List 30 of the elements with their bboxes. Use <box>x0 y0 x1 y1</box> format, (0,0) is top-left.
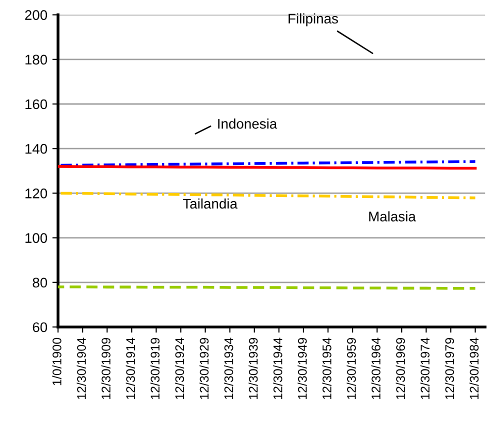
x-tick-label: 12/30/1974 <box>420 338 430 399</box>
x-tick-label: 12/30/1934 <box>224 338 234 399</box>
x-tick-label: 12/30/1924 <box>174 338 184 399</box>
x-tick-label: 12/30/1939 <box>248 338 258 399</box>
x-tick-label: 1/0/1900 <box>52 338 62 386</box>
y-tick-label: 60 <box>32 322 48 332</box>
y-tick-label: 100 <box>26 233 48 243</box>
y-tick-label: 200 <box>25 10 48 20</box>
x-tick-label: 12/30/1944 <box>273 338 282 399</box>
x-tick-label: 12/30/1909 <box>101 338 110 399</box>
y-tick-label: 120 <box>26 188 48 198</box>
annotation: Malasia <box>369 211 416 222</box>
y-tick-label: 140 <box>26 144 48 154</box>
x-tick-label: 12/30/1979 <box>444 338 454 399</box>
x-tick-label: 12/30/1904 <box>76 338 86 399</box>
annotation: Tailandia <box>182 198 238 209</box>
annotation: Indonesia <box>218 118 278 129</box>
y-tick-label: 160 <box>26 99 48 110</box>
x-tick-label: 12/30/1919 <box>150 338 160 399</box>
x-tick-label: 12/30/1954 <box>322 338 332 399</box>
y-tick-label: 80 <box>32 278 48 288</box>
annotation: Filipinas <box>288 13 338 26</box>
x-tick-label: 12/30/1914 <box>126 338 136 399</box>
x-tick-label: 12/30/1949 <box>298 338 307 399</box>
x-tick-label: 12/30/1959 <box>346 338 356 399</box>
x-tick-label: 12/30/1929 <box>199 338 209 399</box>
x-tick-label: 12/30/1984 <box>469 338 479 399</box>
x-tick-label: 12/30/1964 <box>371 338 380 399</box>
y-tick-label: 180 <box>26 54 48 65</box>
x-tick-label: 12/30/1969 <box>396 338 405 399</box>
